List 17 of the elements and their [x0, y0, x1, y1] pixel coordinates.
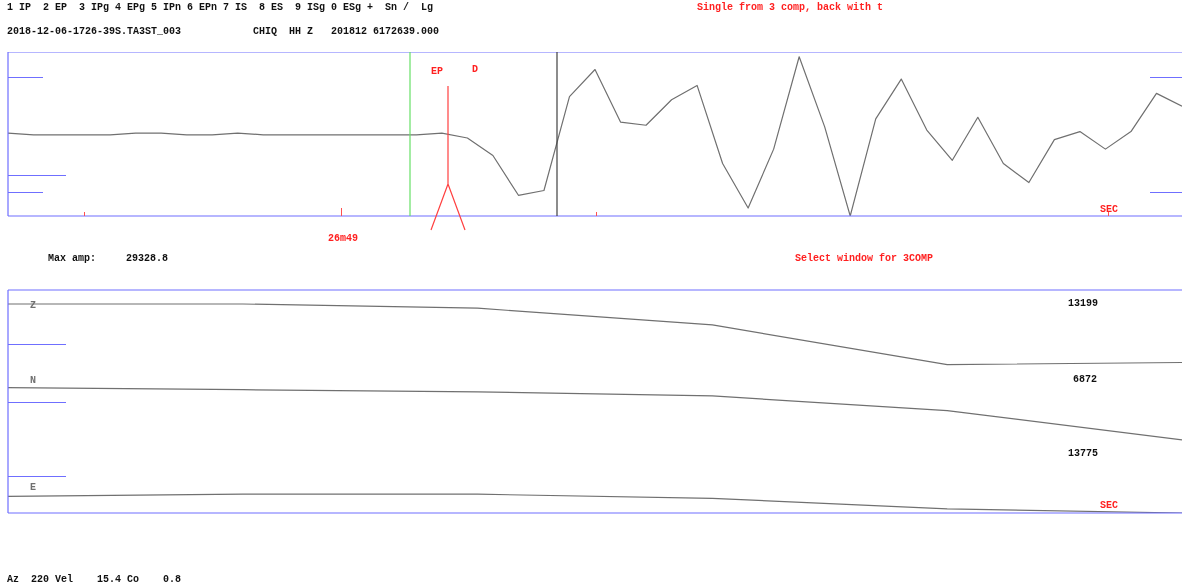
- annotation: SEC: [1100, 500, 1119, 512]
- text: Single from 3 comp, back with t: [697, 2, 884, 14]
- annotation: 13775: [1068, 448, 1099, 460]
- text: 26m49: [328, 233, 359, 245]
- text: Select window for 3COMP: [795, 253, 934, 265]
- annotation: EP: [431, 66, 444, 78]
- series-label: E: [30, 482, 37, 494]
- annotation: 13199: [1068, 298, 1099, 310]
- series-label: N: [30, 375, 37, 387]
- text: Max amp: 29328.8: [48, 253, 169, 265]
- annotation: D: [472, 64, 479, 76]
- text: 2018-12-06-1726-39S.TA3ST_003 CHIQ HH Z 201812 6172639.000: [7, 26, 440, 38]
- annotation: 6872: [1073, 374, 1098, 386]
- annotation: SEC: [1100, 204, 1119, 216]
- text: 1 IP 2 EP 3 IPg 4 EPg 5 IPn 6 EPn 7 IS 8 ES 9 ISg 0 ESg + Sn / Lg: [7, 2, 434, 14]
- series-label: Z: [30, 300, 37, 312]
- text: Az 220 Vel 15.4 Co 0.8: [7, 574, 182, 586]
